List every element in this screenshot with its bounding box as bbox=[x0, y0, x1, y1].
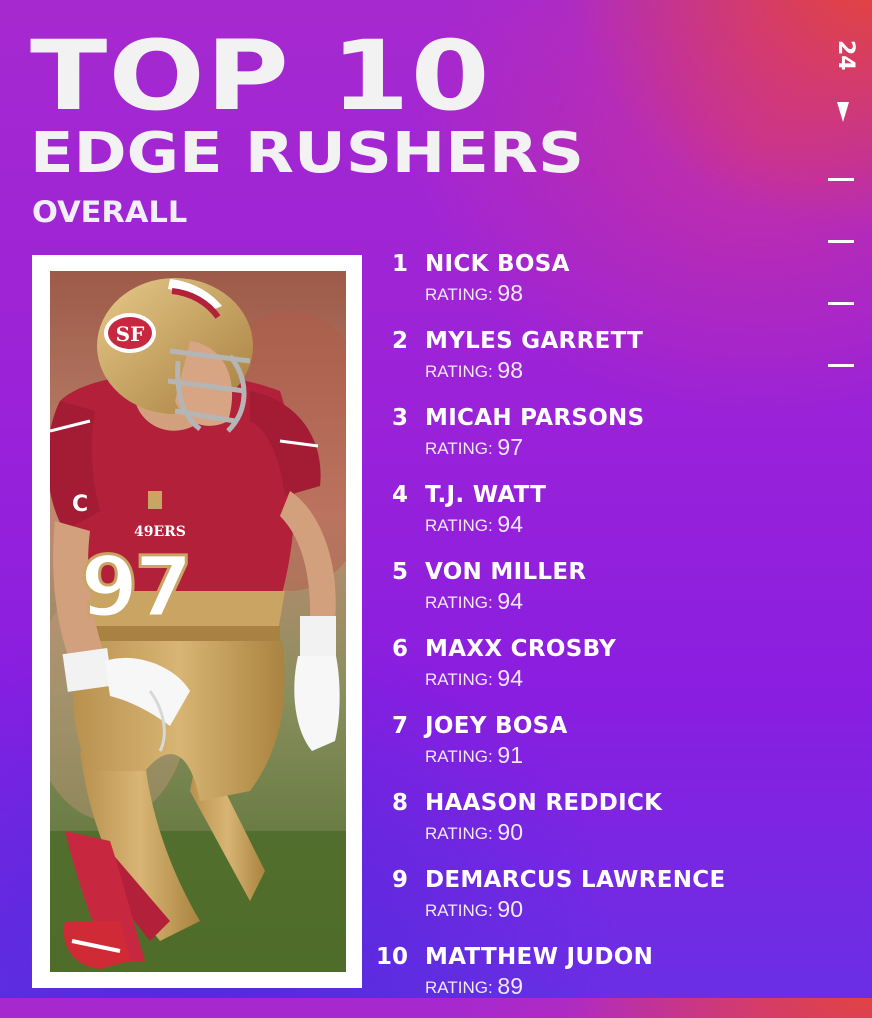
rating-value: 89 bbox=[497, 973, 524, 999]
rating-value: 90 bbox=[497, 819, 524, 845]
captain-patch: C bbox=[72, 492, 88, 517]
list-item: 2 MYLES GARRETT RATING: 98 bbox=[372, 325, 852, 402]
player-rating: RATING: 89 bbox=[425, 974, 523, 1000]
player-rank: 7 bbox=[391, 713, 408, 739]
rating-value: 97 bbox=[497, 434, 524, 460]
player-name: HAASON REDDICK bbox=[425, 790, 663, 816]
rating-label: RATING: bbox=[425, 824, 493, 843]
side-decoration: 24 bbox=[818, 40, 868, 380]
player-rating: RATING: 94 bbox=[425, 666, 523, 692]
player-rank: 10 bbox=[375, 944, 408, 970]
list-item: 6 MAXX CROSBY RATING: 94 bbox=[372, 633, 852, 710]
list-item: 4 T.J. WATT RATING: 94 bbox=[372, 479, 852, 556]
rating-value: 94 bbox=[497, 588, 524, 614]
player-photo-frame: SF C 49ERS 97 bbox=[32, 255, 362, 988]
player-name: T.J. WATT bbox=[425, 482, 547, 508]
rating-label: RATING: bbox=[425, 670, 493, 689]
player-name: JOEY BOSA bbox=[425, 713, 568, 739]
triangle-icon bbox=[837, 102, 849, 122]
player-name: MYLES GARRETT bbox=[425, 328, 644, 354]
title-edge-rushers: EDGE RUSHERS bbox=[30, 121, 584, 186]
player-illustration: SF C 49ERS 97 bbox=[50, 271, 346, 972]
rating-label: RATING: bbox=[425, 901, 493, 920]
player-rank: 1 bbox=[391, 251, 408, 277]
tick-mark bbox=[828, 302, 854, 305]
player-rank: 2 bbox=[391, 328, 408, 354]
list-item: 8 HAASON REDDICK RATING: 90 bbox=[372, 787, 852, 864]
player-rating: RATING: 98 bbox=[425, 358, 523, 384]
jersey-number: 97 bbox=[80, 538, 189, 636]
player-rating: RATING: 94 bbox=[425, 589, 523, 615]
rating-label: RATING: bbox=[425, 362, 493, 381]
rating-value: 98 bbox=[497, 357, 524, 383]
rating-value: 90 bbox=[497, 896, 524, 922]
player-rating: RATING: 97 bbox=[425, 435, 523, 461]
list-item: 9 DEMARCUS LAWRENCE RATING: 90 bbox=[372, 864, 852, 941]
player-name: NICK BOSA bbox=[425, 251, 570, 277]
rating-label: RATING: bbox=[425, 978, 493, 997]
player-rating: RATING: 90 bbox=[425, 820, 523, 846]
tick-mark bbox=[828, 364, 854, 367]
title-top: TOP 10 bbox=[30, 20, 491, 132]
rating-value: 94 bbox=[497, 511, 524, 537]
ranking-list: 1 NICK BOSA RATING: 98 2 MYLES GARRETT RATING… bbox=[372, 248, 852, 1018]
player-rating: RATING: 90 bbox=[425, 897, 523, 923]
list-item: 1 NICK BOSA RATING: 98 bbox=[372, 248, 852, 325]
player-name: VON MILLER bbox=[425, 559, 587, 585]
player-name: MAXX CROSBY bbox=[425, 636, 617, 662]
player-rank: 3 bbox=[391, 405, 408, 431]
player-rating: RATING: 94 bbox=[425, 512, 523, 538]
rating-value: 98 bbox=[497, 280, 524, 306]
player-rating: RATING: 98 bbox=[425, 281, 523, 307]
player-rank: 5 bbox=[391, 559, 408, 585]
rating-label: RATING: bbox=[425, 285, 493, 304]
player-photo: SF C 49ERS 97 bbox=[50, 271, 346, 972]
rating-label: RATING: bbox=[425, 593, 493, 612]
list-item: 10 MATTHEW JUDON RATING: 89 bbox=[372, 941, 852, 1018]
list-item: 5 VON MILLER RATING: 94 bbox=[372, 556, 852, 633]
list-item: 3 MICAH PARSONS RATING: 97 bbox=[372, 402, 852, 479]
team-wordmark: 49ERS bbox=[134, 524, 186, 540]
rating-label: RATING: bbox=[425, 439, 493, 458]
player-name: DEMARCUS LAWRENCE bbox=[425, 867, 726, 893]
tick-mark bbox=[828, 178, 854, 181]
player-rank: 8 bbox=[391, 790, 408, 816]
player-rank: 9 bbox=[391, 867, 408, 893]
player-rank: 4 bbox=[391, 482, 408, 508]
rating-value: 94 bbox=[497, 665, 524, 691]
subtitle-overall: OVERALL bbox=[32, 195, 188, 229]
tick-mark bbox=[828, 240, 854, 243]
rating-label: RATING: bbox=[425, 516, 493, 535]
rating-value: 91 bbox=[497, 742, 524, 768]
player-rating: RATING: 91 bbox=[425, 743, 523, 769]
player-name: MICAH PARSONS bbox=[425, 405, 645, 431]
side-year-label: 24 bbox=[833, 40, 858, 71]
player-name: MATTHEW JUDON bbox=[425, 944, 654, 970]
helmet-logo-text: SF bbox=[116, 322, 145, 346]
list-item: 7 JOEY BOSA RATING: 91 bbox=[372, 710, 852, 787]
player-rank: 6 bbox=[391, 636, 408, 662]
rating-label: RATING: bbox=[425, 747, 493, 766]
